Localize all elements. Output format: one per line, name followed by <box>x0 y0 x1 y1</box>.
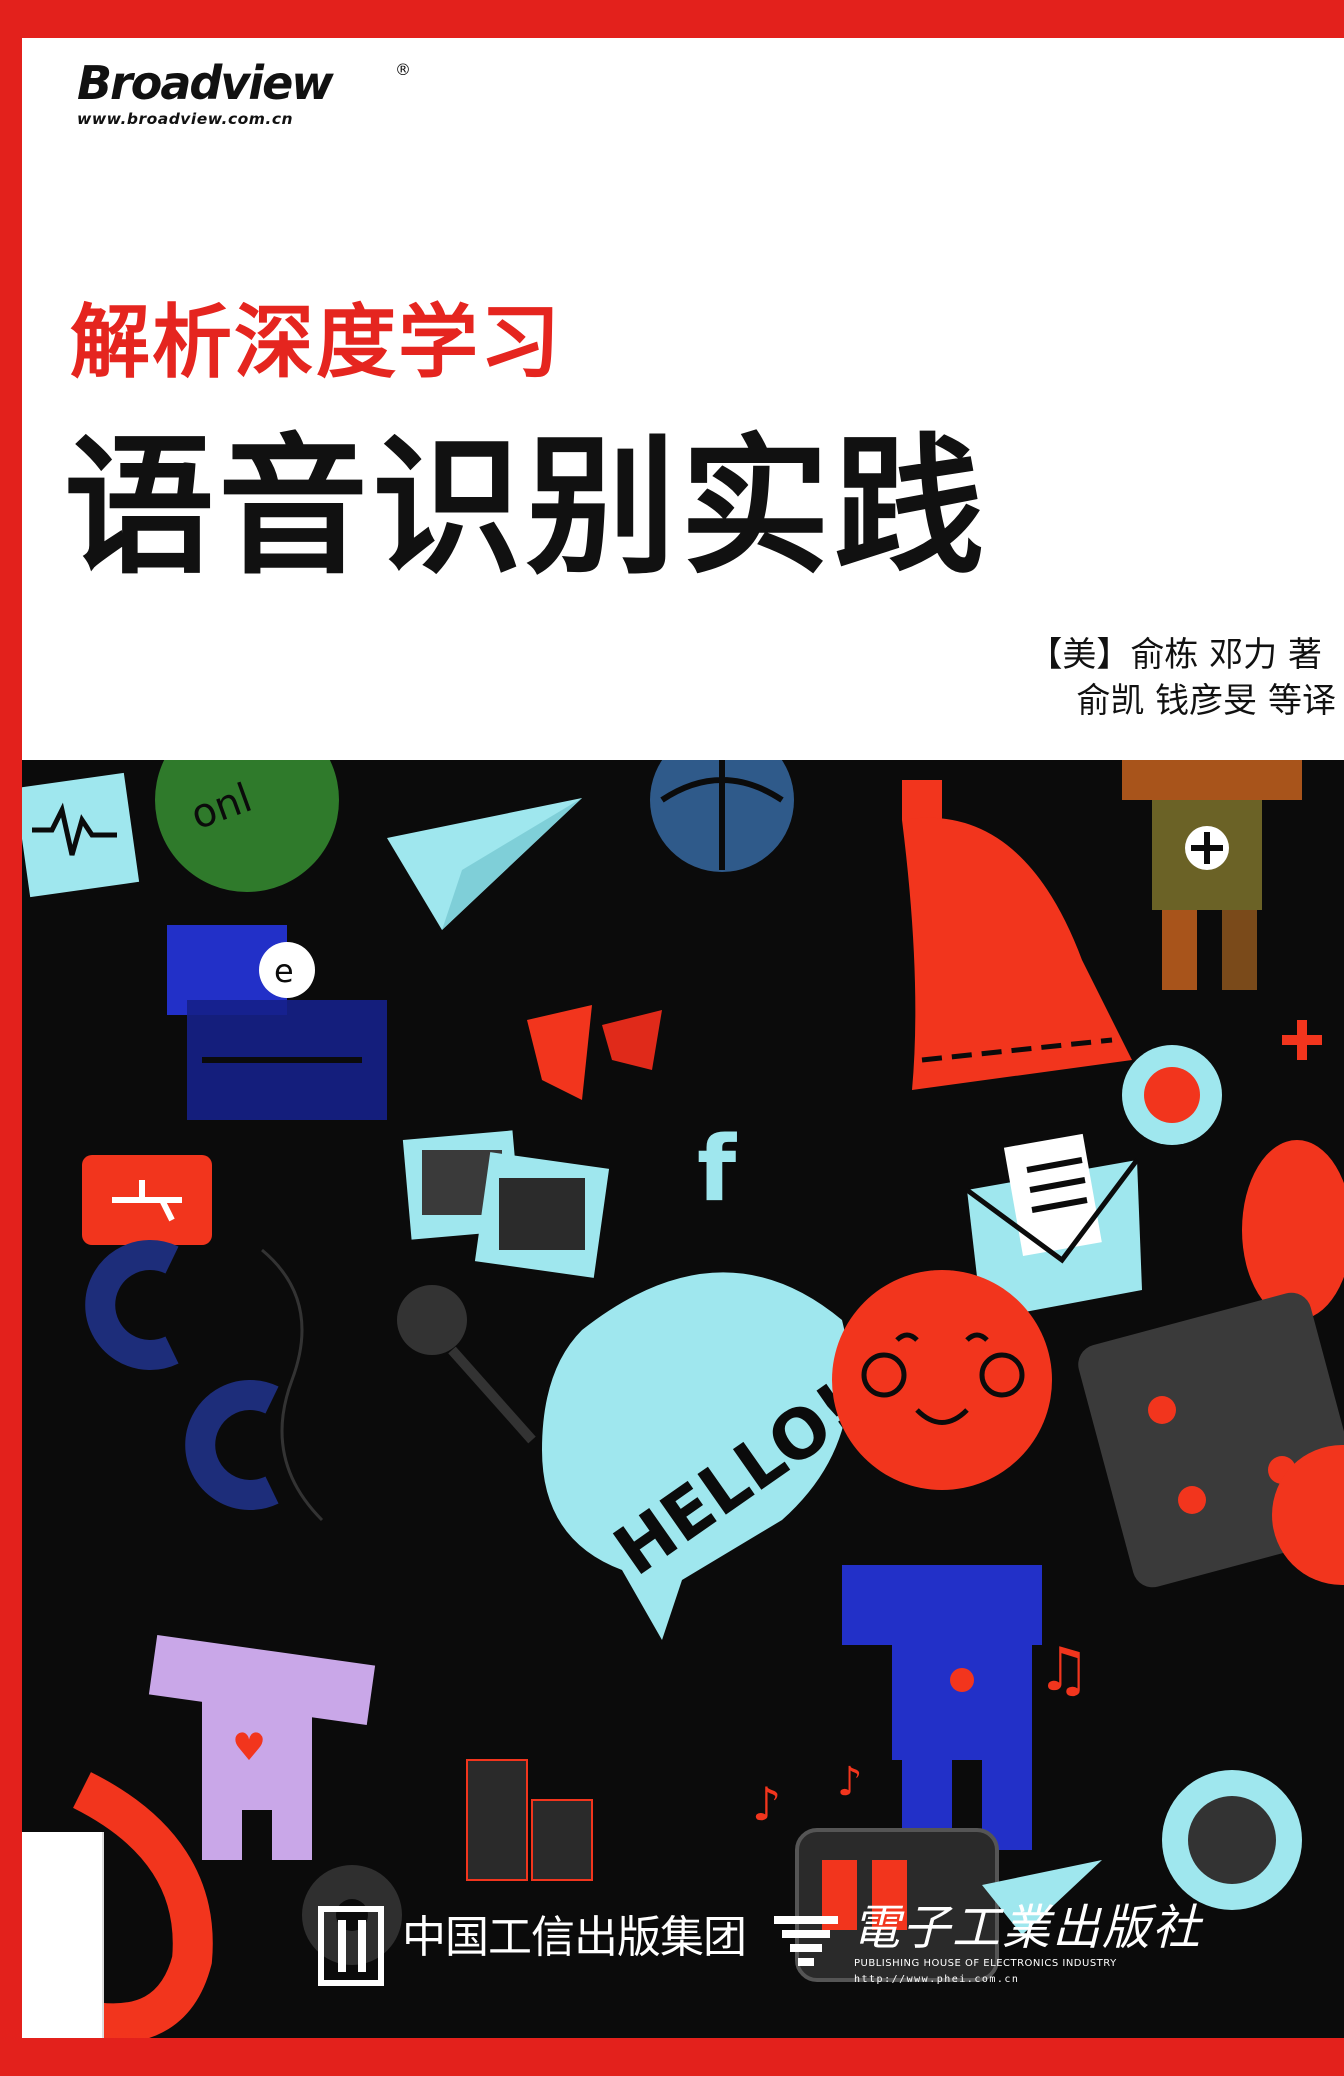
book-title: 语音识别实践 <box>64 433 988 583</box>
logo-text: Broadview <box>77 60 332 106</box>
publisher-group-name: 中国工信出版集团 <box>402 1916 746 1960</box>
publisher-logos: 中国工信出版集团 電子工業出版社 PUBLISHING HOUSE OF ELE… <box>22 1880 1344 2038</box>
robot-icon <box>1122 760 1302 990</box>
flag-icon <box>527 1005 662 1100</box>
author-credits: 【美】俞栋 邓力 著 俞凯 钱彦旻 等译 <box>1028 633 1336 725</box>
dancing-figure-icon <box>842 1565 1042 1850</box>
globe-icon <box>650 760 794 872</box>
paper-plane-icon <box>387 798 582 930</box>
phei-logo-icon <box>774 1910 838 1970</box>
c-shape-icon <box>100 1255 272 1495</box>
facebook-icon: f <box>697 1117 737 1222</box>
svg-text:♫: ♫ <box>1037 1635 1091 1705</box>
heartbeat-note-icon <box>22 773 139 897</box>
publisher-url: http://www.phei.com.cn <box>854 1974 1019 1985</box>
ciig-logo-icon <box>318 1906 384 1986</box>
puzzle-icon <box>187 1000 387 1120</box>
building-icon <box>467 1760 592 1880</box>
registered-mark: ® <box>395 60 411 79</box>
svg-text:♪: ♪ <box>752 1777 781 1831</box>
bottom-red-band <box>0 2038 1344 2076</box>
svg-text:f: f <box>697 1117 737 1222</box>
logo-url: www.broadview.com.cn <box>77 110 332 128</box>
smiley-face-icon <box>832 1270 1052 1490</box>
speech-bubble: HELLO! <box>542 1272 872 1640</box>
map-pin-icon <box>1122 1045 1222 1145</box>
book-cover: Broadview ® www.broadview.com.cn 解析深度学习 … <box>22 38 1344 2038</box>
cover-artwork: onl <box>22 760 1344 2038</box>
heart-robot-icon: ♥ <box>149 1635 375 1860</box>
publisher-name: 電子工業出版社 <box>852 1904 1202 1952</box>
bell-icon <box>902 780 1132 1090</box>
microphone-icon <box>397 1285 532 1440</box>
svg-text:♪: ♪ <box>837 1759 863 1805</box>
authors-line: 【美】俞栋 邓力 著 <box>1028 633 1336 679</box>
online-badge-icon: onl <box>155 760 339 892</box>
svg-text:♥: ♥ <box>232 1725 266 1769</box>
usb-icon <box>82 1155 212 1245</box>
broadview-logo: Broadview ® www.broadview.com.cn <box>77 60 332 128</box>
doodle-illustration: onl <box>22 760 1344 2038</box>
svg-text:e: e <box>274 952 294 990</box>
photo-icon <box>403 1130 609 1277</box>
publisher-english-name: PUBLISHING HOUSE OF ELECTRONICS INDUSTRY <box>854 1958 1117 1969</box>
crosshair-icon <box>1282 1020 1322 1060</box>
book-subtitle: 解析深度学习 <box>70 303 562 383</box>
translators-line: 俞凯 钱彦旻 等译 <box>1028 679 1336 725</box>
